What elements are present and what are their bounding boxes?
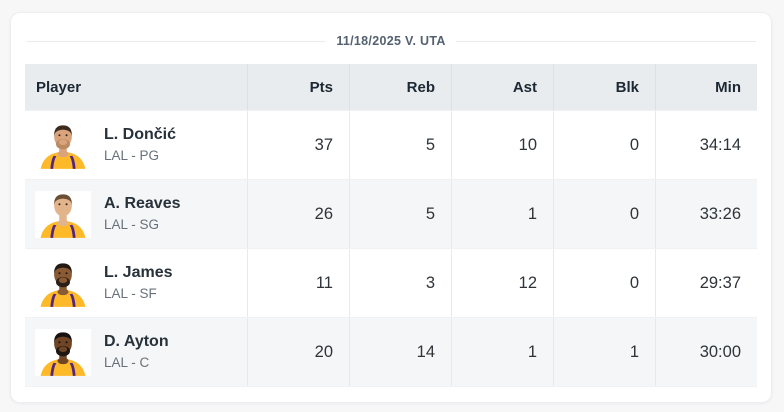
photo-jersey-trim-left <box>50 155 57 169</box>
photo-neck <box>59 211 67 222</box>
photo-mouth-area <box>58 138 68 145</box>
photo-eye-left <box>58 271 61 274</box>
player-cell: D. Ayton LAL - C <box>25 318 247 386</box>
photo-jersey-trim-left <box>50 224 57 238</box>
stat-ast: 10 <box>451 111 553 179</box>
photo-jersey-trim-left <box>50 362 57 376</box>
column-header-blk: Blk <box>553 64 655 110</box>
stat-pts: 20 <box>247 318 349 386</box>
game-date-divider: 11/18/2025 V. UTA <box>26 33 756 49</box>
column-header-pts: Pts <box>247 64 349 110</box>
stat-reb: 5 <box>349 111 451 179</box>
photo-hair <box>54 124 72 136</box>
photo-hair <box>54 262 72 274</box>
table-row: A. Reaves LAL - SG 26 5 1 0 33:26 <box>25 179 757 248</box>
photo-hair <box>54 193 72 205</box>
player-stats-table: Player Pts Reb Ast Blk Min <box>25 64 757 387</box>
column-header-player: Player <box>36 78 82 96</box>
player-photo <box>35 121 91 169</box>
photo-jersey-trim-right <box>69 155 76 169</box>
photo-jersey-trim-right <box>69 224 76 238</box>
table-row: L. Dončić LAL - PG 37 5 10 0 34:14 <box>25 110 757 179</box>
player-name: L. James <box>104 264 173 282</box>
photo-eye-right <box>65 133 68 136</box>
player-cell: L. James LAL - SF <box>25 249 247 317</box>
photo-eye-left <box>58 202 61 205</box>
player-photo <box>35 328 91 376</box>
stat-reb: 14 <box>349 318 451 386</box>
photo-eye-right <box>65 340 68 343</box>
photo-chest <box>57 288 69 295</box>
photo-face <box>54 194 72 216</box>
boxscore-card: 11/18/2025 V. UTA Player Pts Reb Ast Blk… <box>10 12 772 403</box>
stat-reb: 3 <box>349 249 451 317</box>
stat-blk: 0 <box>553 249 655 317</box>
player-cell: L. Dončić LAL - PG <box>25 111 247 179</box>
column-header-reb: Reb <box>349 64 451 110</box>
column-header-min: Min <box>655 64 757 110</box>
stat-min: 30:00 <box>655 318 757 386</box>
player-name: D. Ayton <box>104 333 169 351</box>
player-team-position: LAL - SG <box>104 216 160 232</box>
stat-pts: 11 <box>247 249 349 317</box>
photo-eye-left <box>58 340 61 343</box>
photo-mouth-area <box>58 207 68 214</box>
player-photo <box>35 190 91 238</box>
divider-line-left <box>26 40 327 42</box>
photo-chest <box>57 150 69 157</box>
photo-jersey-trim-right <box>69 293 76 307</box>
player-name: A. Reaves <box>104 195 181 213</box>
stat-pts: 26 <box>247 180 349 248</box>
player-info: D. Ayton LAL - C <box>104 333 169 370</box>
stat-min: 34:14 <box>655 111 757 179</box>
column-header-ast: Ast <box>451 64 553 110</box>
player-cell: A. Reaves LAL - SG <box>25 180 247 248</box>
photo-hair <box>54 331 72 343</box>
photo-chest <box>57 219 69 226</box>
photo-chest <box>57 357 69 364</box>
table-header-row: Player Pts Reb Ast Blk Min <box>25 64 757 110</box>
photo-mouth-area <box>58 276 68 283</box>
player-team-position: LAL - PG <box>104 147 160 163</box>
player-info: L. James LAL - SF <box>104 264 172 301</box>
stat-blk: 0 <box>553 111 655 179</box>
stat-pts: 37 <box>247 111 349 179</box>
player-team-position: LAL - C <box>104 354 150 370</box>
stat-ast: 1 <box>451 318 553 386</box>
player-info: A. Reaves LAL - SG <box>104 195 181 232</box>
stat-reb: 5 <box>349 180 451 248</box>
photo-jersey-trim-left <box>50 293 57 307</box>
divider-line-right <box>455 40 756 42</box>
photo-jersey-trim-right <box>69 362 76 376</box>
table-row: D. Ayton LAL - C 20 14 1 1 30:00 <box>25 317 757 386</box>
player-team-position: LAL - SF <box>104 285 157 301</box>
photo-eye-right <box>65 202 68 205</box>
photo-eye-left <box>58 133 61 136</box>
table-row: L. James LAL - SF 11 3 12 0 29:37 <box>25 248 757 317</box>
stat-blk: 1 <box>553 318 655 386</box>
photo-eye-right <box>65 271 68 274</box>
stat-min: 33:26 <box>655 180 757 248</box>
stat-ast: 1 <box>451 180 553 248</box>
player-name: L. Dončić <box>104 126 177 144</box>
player-photo <box>35 259 91 307</box>
photo-mouth-area <box>58 345 68 352</box>
stat-blk: 0 <box>553 180 655 248</box>
stat-ast: 12 <box>451 249 553 317</box>
player-info: L. Dončić LAL - PG <box>104 126 176 163</box>
game-date-title: 11/18/2025 V. UTA <box>336 34 446 48</box>
stat-min: 29:37 <box>655 249 757 317</box>
